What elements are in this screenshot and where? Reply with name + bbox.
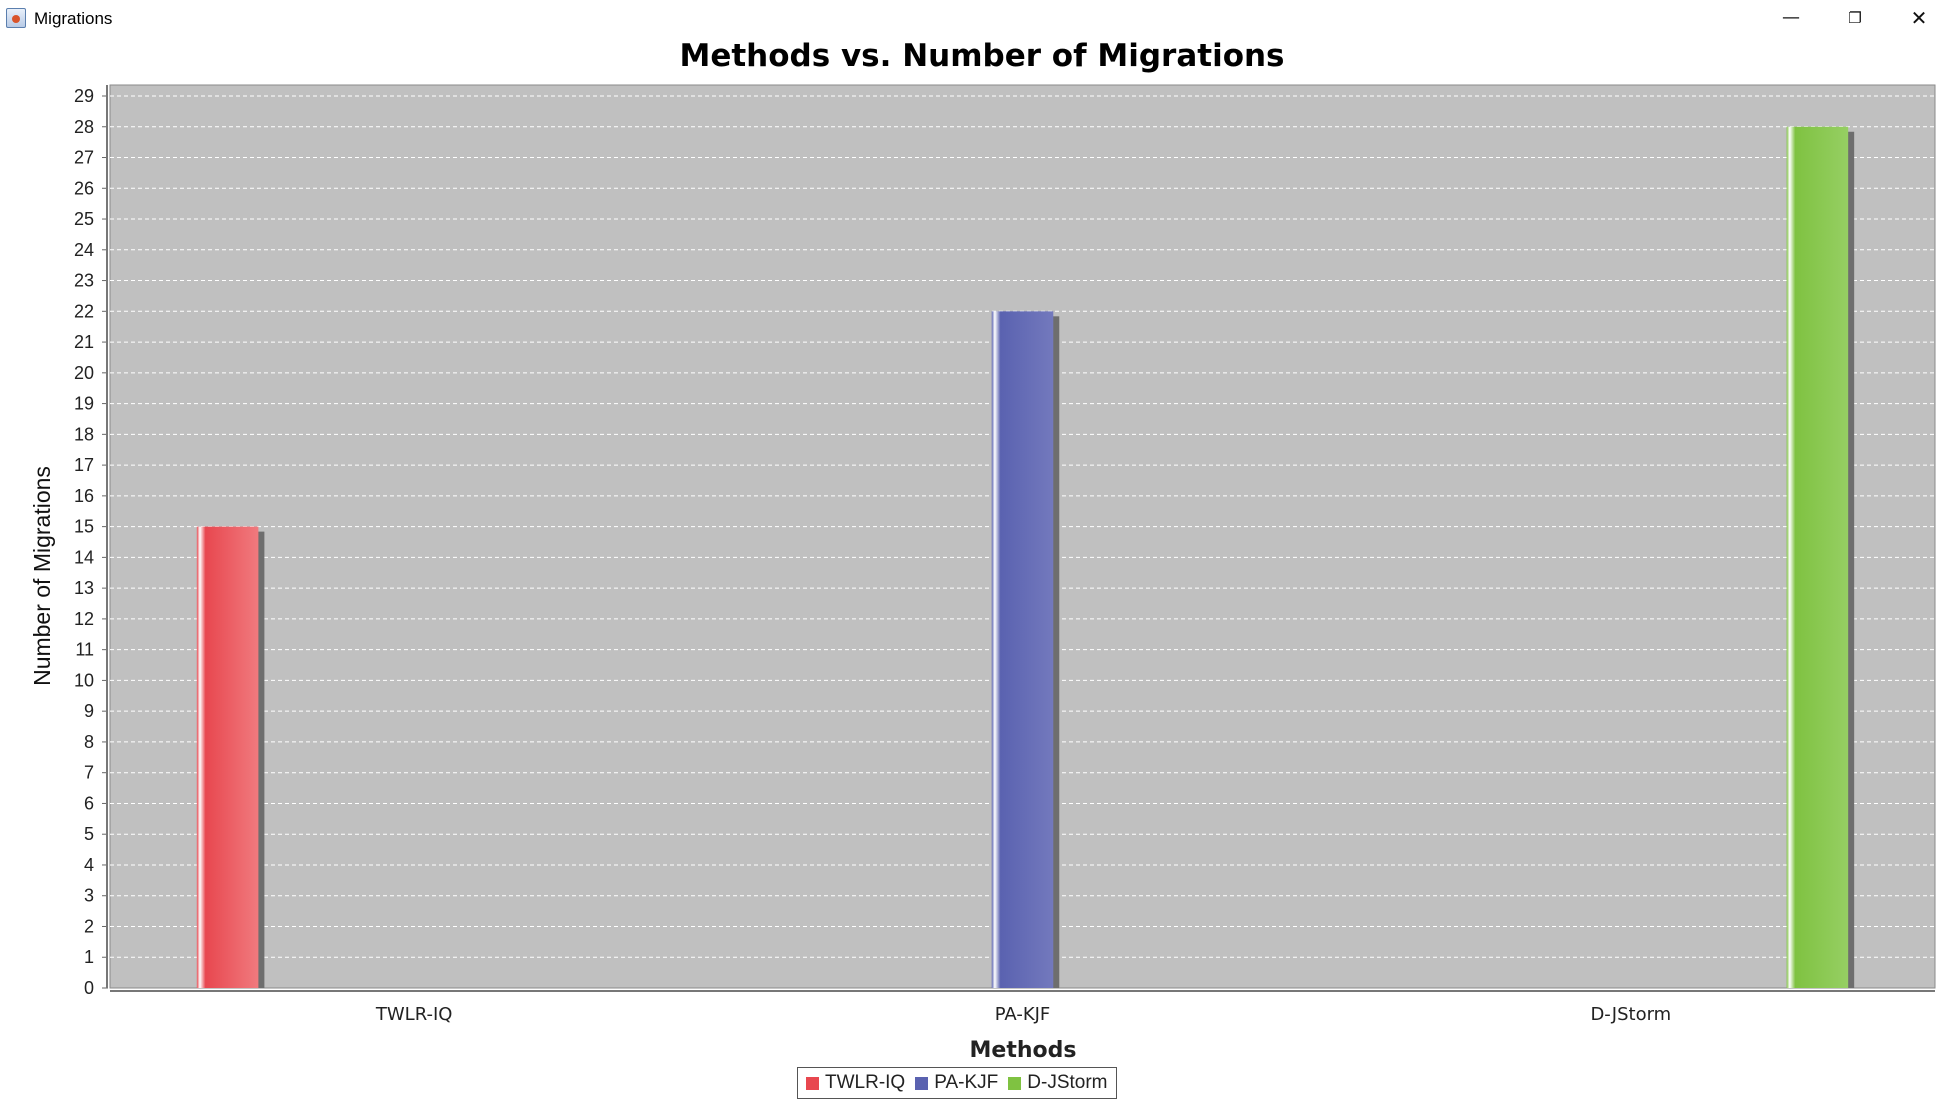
bar-TWLR-IQ: [196, 526, 259, 988]
y-tick-label: 19: [74, 394, 94, 414]
x-tick-label: PA-KJF: [995, 1004, 1051, 1025]
y-tick-label: 21: [74, 332, 94, 352]
minimize-button[interactable]: —: [1782, 7, 1800, 28]
y-tick-label: 18: [74, 424, 94, 444]
legend-item: PA-KJF: [915, 1072, 998, 1094]
y-tick-label: 23: [74, 271, 94, 291]
y-tick-label: 15: [74, 517, 94, 537]
legend-swatch: [806, 1076, 819, 1090]
y-tick-label: 26: [74, 178, 94, 198]
y-tick-label: 6: [84, 793, 94, 813]
java-app-icon: [6, 8, 26, 28]
close-button[interactable]: ✕: [1910, 6, 1928, 30]
legend-item: D-JStorm: [1008, 1072, 1108, 1094]
y-axis-ticks: 0123456789101112131415161718192021222324…: [74, 86, 108, 998]
window-title-bar: Migrations — ❐ ✕: [0, 0, 1938, 38]
window-title: Migrations: [34, 9, 113, 28]
chart-legend: TWLR-IQ PA-KJF D-JStorm: [797, 1067, 1117, 1099]
y-tick-label: 14: [74, 547, 94, 567]
y-tick-label: 4: [84, 855, 94, 875]
x-tick-label: D-JStorm: [1590, 1004, 1671, 1025]
y-tick-label: 20: [74, 363, 94, 383]
y-tick-label: 25: [74, 209, 94, 229]
y-tick-label: 5: [84, 824, 94, 844]
y-tick-label: 27: [74, 148, 94, 168]
y-tick-label: 12: [74, 609, 94, 629]
y-tick-label: 8: [84, 732, 94, 752]
y-tick-label: 9: [84, 701, 94, 721]
legend-label: PA-KJF: [934, 1072, 999, 1093]
bars: [196, 126, 1855, 989]
legend-label: D-JStorm: [1027, 1072, 1108, 1093]
y-tick-label: 22: [74, 301, 94, 321]
legend-item: TWLR-IQ: [806, 1072, 905, 1094]
y-tick-label: 1: [84, 947, 94, 967]
y-tick-label: 16: [74, 486, 94, 506]
x-axis-label: Methods: [970, 1038, 1077, 1063]
y-tick-label: 17: [74, 455, 94, 475]
legend-swatch: [915, 1076, 929, 1090]
bar-D-JStorm: [1786, 126, 1849, 989]
y-tick-label: 28: [74, 117, 94, 137]
y-tick-label: 24: [74, 240, 94, 260]
x-tick-label: TWLR-IQ: [375, 1004, 453, 1025]
legend-label: TWLR-IQ: [825, 1072, 906, 1093]
y-tick-label: 3: [84, 886, 94, 906]
y-axis-label: Number of Migrations: [29, 466, 55, 686]
y-tick-label: 0: [84, 978, 94, 998]
x-axis-ticks: TWLR-IQ PA-KJF D-JStorm: [375, 1004, 1671, 1025]
bar-PA-KJF: [991, 311, 1054, 989]
y-tick-label: 7: [84, 763, 94, 783]
y-tick-label: 29: [74, 86, 94, 106]
legend-swatch: [1008, 1076, 1022, 1090]
y-tick-label: 10: [74, 670, 94, 690]
y-tick-label: 2: [84, 916, 94, 936]
chart-title: Methods vs. Number of Migrations: [679, 38, 1284, 74]
bar-chart: Methods vs. Number of Migrations 0123456…: [29, 38, 1936, 1063]
y-tick-label: 13: [74, 578, 94, 598]
y-tick-label: 11: [75, 640, 94, 660]
restore-button[interactable]: ❐: [1848, 9, 1862, 27]
